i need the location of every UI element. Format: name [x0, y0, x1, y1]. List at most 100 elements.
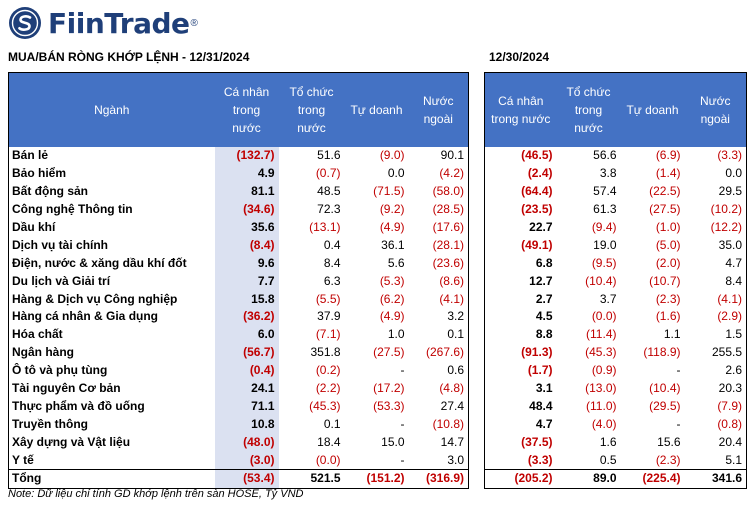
individual-value-prev: 4.5	[535, 309, 553, 324]
proprietary-value: (6.2)	[379, 291, 405, 306]
proprietary-value: (71.5)	[373, 184, 405, 199]
sector-name: Dịch vụ tài chính	[12, 237, 109, 252]
institution-value-prev: (11.4)	[586, 327, 617, 342]
sector-name: Y tế	[12, 452, 34, 467]
sector-name: Truyền thông	[12, 416, 88, 431]
foreign-value: (28.1)	[432, 237, 464, 252]
proprietary-value-prev: (1.0)	[655, 220, 681, 234]
table-row: Xây dựng và Vật liệu (48.0) 18.4 15.0 14.7	[9, 433, 469, 452]
left-header-row: Ngành Cá nhân trong nước Tổ chức trong nước …	[8, 72, 469, 147]
proprietary-value: (53.3)	[373, 398, 405, 413]
foreign-value-prev: (7.9)	[717, 398, 742, 413]
table-row-prev: 2.7 3.7 (2.3) (4.1)	[485, 290, 747, 308]
sector-name: Ô tô và phụ tùng	[12, 363, 108, 378]
brand-reg-mark: ®	[190, 17, 198, 29]
institution-value: (7.1)	[315, 327, 341, 342]
sector-name: Hàng & Dịch vụ Công nghiệp	[12, 291, 178, 306]
proprietary-value: (5.3)	[379, 273, 405, 288]
institution-value: 8.4	[323, 255, 341, 270]
right-flow-table: Cá nhân trong nước Tổ chức trong nước Tự do…	[484, 72, 747, 489]
foreign-value: (8.6)	[439, 273, 464, 288]
sector-name: Bảo hiểm	[12, 166, 67, 181]
table-row-prev: (46.5) 56.6 (6.9) (3.3)	[485, 147, 747, 165]
table-row: Công nghệ Thông tin (34.6) 72.3 (9.2) (28.5)	[9, 200, 469, 219]
foreign-value: 0.6	[447, 363, 464, 378]
institution-value: (0.0)	[315, 452, 341, 467]
foreign-value: (4.1)	[439, 291, 464, 306]
proprietary-value: 15.0	[381, 434, 405, 449]
sector-name: Ngân hàng	[12, 345, 74, 360]
individual-value-prev: (49.1)	[521, 237, 553, 252]
proprietary-value: 1.0	[387, 327, 405, 342]
individual-value-prev: (37.5)	[521, 434, 553, 449]
individual-value: (34.6)	[214, 200, 279, 219]
table-row: Ngân hàng (56.7) 351.8 (27.5) (267.6)	[9, 343, 469, 362]
proprietary-value-prev: (2.3)	[655, 291, 681, 306]
institution-value: 51.6	[317, 148, 341, 163]
table-row: Y tế (3.0) (0.0) - 3.0	[9, 451, 469, 470]
individual-value: 9.6	[214, 254, 279, 273]
foreign-value-prev: 20.3	[718, 381, 742, 396]
header-institution: Tổ chức trong nước	[278, 72, 345, 147]
institution-value: 18.4	[317, 434, 341, 449]
table-row-prev: (49.1) 19.0 (5.0) 35.0	[485, 236, 747, 254]
proprietary-value-prev: -	[676, 363, 681, 378]
institution-value-prev: (11.0)	[586, 398, 617, 413]
proprietary-value: -	[400, 363, 405, 378]
foreign-value: 0.1	[447, 327, 464, 342]
proprietary-value: -	[400, 416, 405, 431]
individual-value-prev: (64.4)	[521, 184, 553, 199]
table-row-prev: 4.7 (4.0) - (0.8)	[485, 415, 747, 433]
fiintrade-logo: FiinTrade ®	[8, 5, 198, 41]
individual-value: 35.6	[214, 218, 279, 237]
table-row-prev: (64.4) 57.4 (22.5) 29.5	[485, 183, 747, 201]
individual-value: (48.0)	[214, 433, 279, 452]
proprietary-value-prev: (2.3)	[655, 452, 681, 467]
institution-value: (0.7)	[315, 166, 341, 181]
institution-value: 0.4	[323, 237, 341, 252]
institution-value-prev: (4.0)	[591, 416, 617, 431]
institution-value-prev: 0.5	[599, 452, 617, 467]
sector-name: Tổng	[8, 469, 215, 489]
table-row: Hóa chất 6.0 (7.1) 1.0 0.1	[9, 325, 469, 344]
foreign-value-prev: 5.1	[725, 452, 742, 467]
table-row: Ô tô và phụ tùng (0.4) (0.2) - 0.6	[9, 361, 469, 380]
institution-value-prev: (10.4)	[585, 273, 617, 288]
foreign-value: 3.2	[447, 309, 464, 324]
sector-name: Tài nguyên Cơ bản	[12, 381, 121, 396]
proprietary-value-prev: (27.5)	[649, 202, 681, 217]
table-row-prev: (3.3) 0.5 (2.3) 5.1	[485, 451, 747, 469]
header-individual: Cá nhân trong nước	[214, 72, 279, 147]
institution-value-prev: 89.0	[556, 469, 621, 489]
foreign-value: 3.0	[447, 452, 464, 467]
proprietary-value-prev: (1.4)	[655, 166, 681, 181]
institution-value-prev: 3.8	[599, 166, 617, 181]
left-flow-table: Ngành Cá nhân trong nước Tổ chức trong nước …	[8, 72, 469, 489]
proprietary-value-prev: (10.7)	[649, 273, 681, 288]
institution-value-prev: 57.4	[593, 184, 617, 199]
header-foreign: Nước ngoài	[408, 72, 469, 147]
table-row-prev: 4.5 (0.0) (1.6) (2.9)	[485, 308, 747, 326]
institution-value-prev: 61.3	[593, 202, 617, 217]
sector-name: Bán lẻ	[12, 148, 49, 163]
proprietary-value-prev: (225.4)	[620, 469, 685, 489]
table-row: Bảo hiểm 4.9 (0.7) 0.0 (4.2)	[9, 164, 469, 183]
table-row-prev: 48.4 (11.0) (29.5) (7.9)	[485, 397, 747, 415]
foreign-value-prev: 2.6	[725, 363, 742, 378]
individual-value: 81.1	[214, 182, 279, 201]
institution-value: (13.1)	[309, 220, 341, 234]
right-section-title: 12/30/2024	[489, 50, 550, 64]
institution-value: (2.2)	[315, 381, 341, 396]
individual-value: 4.9	[214, 164, 279, 183]
institution-value: (45.3)	[309, 398, 341, 413]
individual-value: (36.2)	[214, 308, 279, 326]
individual-value-prev: (1.7)	[527, 363, 553, 378]
foreign-value-prev: 29.5	[718, 184, 742, 199]
header-foreign-prev: Nước ngoài	[684, 72, 747, 147]
institution-value: (5.5)	[315, 291, 341, 306]
foreign-value: (10.8)	[432, 416, 464, 431]
individual-value-prev: (2.4)	[527, 166, 553, 181]
individual-value-prev: 8.8	[535, 327, 553, 342]
proprietary-value: 0.0	[387, 166, 405, 181]
table-row: Bất động sản 81.1 48.5 (71.5) (58.0)	[9, 182, 469, 201]
